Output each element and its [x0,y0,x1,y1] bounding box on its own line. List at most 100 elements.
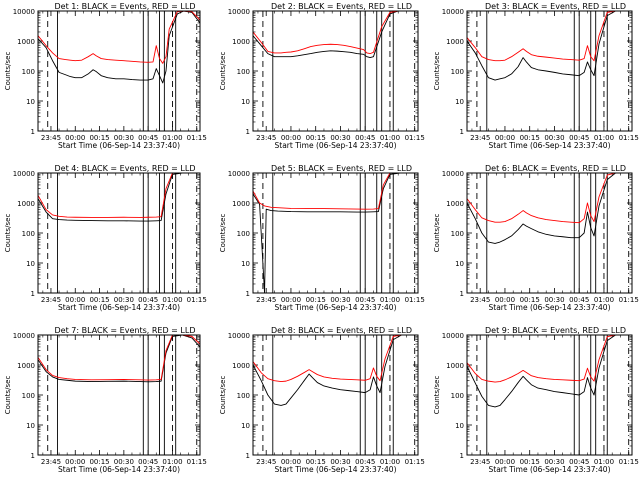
x-tick-label: 00:15 [520,134,540,142]
x-tick-label: 00:30 [544,458,564,466]
x-axis-label: Start Time (06-Sep-14 23:37:40) [275,465,397,474]
y-tick-label: 10 [26,260,35,268]
x-tick-label: 00:15 [520,458,540,466]
x-tick-label: 23:45 [470,296,490,304]
y-tick-label: 10000 [13,170,35,178]
series-line-events [253,335,418,406]
series-group [467,173,632,244]
x-tick-label: 01:15 [187,296,207,304]
y-tick-label: 100 [451,230,464,238]
x-tick-label: 23:45 [256,134,276,142]
x-tick-label: 00:30 [544,296,564,304]
series-line-events [467,173,632,244]
plot-frame [252,10,419,132]
x-tick-label: 01:00 [594,296,614,304]
panel-det-5: Det 5: BLACK = Events, RED = LLD Counts/s… [219,164,425,312]
y-tick-label: 10000 [442,332,464,340]
y-tick-label: 1 [31,128,35,136]
y-tick-label: 100 [451,68,464,76]
plot-frame [252,334,419,456]
y-tick-label: 1000 [17,362,35,370]
y-tick-label: 10000 [442,170,464,178]
y-tick-label: 10000 [228,8,250,16]
y-tick-label: 10000 [13,332,35,340]
y-axis-label: Counts/sec [4,52,12,91]
x-tick-label: 00:45 [138,134,158,142]
y-tick-label: 10 [241,260,250,268]
x-tick-label: 23:45 [470,458,490,466]
x-tick-label: 01:15 [187,458,207,466]
x-tick-label: 01:00 [380,296,400,304]
y-tick-label: 1000 [232,38,250,46]
panel-title: Det 3: BLACK = Events, RED = LLD [485,2,626,11]
x-tick-label: 00:00 [495,134,515,142]
y-tick-label: 10 [241,98,250,106]
series-line-events [467,11,632,81]
y-tick-label: 1 [31,290,35,298]
series-group [253,173,418,293]
x-tick-label: 00:00 [65,134,85,142]
y-tick-label: 1 [460,452,464,460]
x-axis-label: Start Time (06-Sep-14 23:37:40) [275,141,397,150]
x-tick-label: 00:45 [138,296,158,304]
x-axis-label: Start Time (06-Sep-14 23:37:40) [275,303,397,312]
y-tick-label: 100 [237,392,250,400]
y-tick-label: 1000 [446,38,464,46]
y-tick-label: 100 [22,392,35,400]
x-tick-label: 00:30 [330,458,350,466]
y-tick-label: 10 [455,98,464,106]
y-tick-label: 1000 [17,200,35,208]
x-tick-label: 00:30 [330,134,350,142]
x-axis-label: Start Time (06-Sep-14 23:37:40) [489,303,611,312]
y-tick-label: 1 [246,128,250,136]
x-tick-label: 01:15 [405,458,425,466]
x-tick-label: 01:15 [619,458,639,466]
x-tick-label: 23:45 [470,134,490,142]
x-tick-label: 00:00 [495,458,515,466]
x-tick-label: 23:45 [41,458,61,466]
y-tick-label: 10 [26,98,35,106]
y-axis-label: Counts/sec [433,376,441,415]
series-group [38,335,200,383]
plot-frame [37,334,201,456]
series-line-lld [38,335,200,381]
x-tick-label: 00:45 [355,134,375,142]
x-tick-label: 00:45 [355,458,375,466]
panel-det-8: Det 8: BLACK = Events, RED = LLD Counts/s… [219,326,425,474]
series-group [38,11,200,84]
x-tick-label: 00:15 [89,134,109,142]
x-tick-label: 01:00 [162,458,182,466]
y-tick-label: 1000 [446,200,464,208]
y-tick-label: 10000 [228,332,250,340]
panel-det-3: Det 3: BLACK = Events, RED = LLD Counts/s… [433,2,639,150]
x-tick-label: 01:00 [162,134,182,142]
y-tick-label: 1 [460,128,464,136]
x-tick-label: 00:00 [281,458,301,466]
y-tick-label: 10 [455,260,464,268]
panel-title: Det 9: BLACK = Events, RED = LLD [485,326,626,335]
x-tick-label: 00:30 [330,296,350,304]
x-tick-label: 00:15 [306,134,326,142]
y-tick-label: 1 [460,290,464,298]
series-line-events [253,11,418,59]
x-tick-label: 00:45 [138,458,158,466]
x-axis-label: Start Time (06-Sep-14 23:37:40) [489,465,611,474]
plot-frame [37,10,201,132]
y-tick-label: 1 [31,452,35,460]
panel-det-4: Det 4: BLACK = Events, RED = LLD Counts/s… [4,164,207,312]
x-tick-label: 01:00 [594,458,614,466]
y-tick-label: 1 [246,452,250,460]
panel-title: Det 8: BLACK = Events, RED = LLD [271,326,412,335]
series-group [467,11,632,81]
x-tick-label: 00:00 [65,296,85,304]
y-axis-label: Counts/sec [219,376,227,415]
x-tick-label: 00:00 [281,134,301,142]
x-tick-label: 00:00 [65,458,85,466]
x-tick-label: 00:15 [306,458,326,466]
x-axis-label: Start Time (06-Sep-14 23:37:40) [58,465,180,474]
y-tick-label: 100 [237,68,250,76]
x-axis-label: Start Time (06-Sep-14 23:37:40) [58,303,180,312]
series-group [253,335,418,406]
x-tick-label: 23:45 [41,296,61,304]
x-tick-label: 00:15 [306,296,326,304]
